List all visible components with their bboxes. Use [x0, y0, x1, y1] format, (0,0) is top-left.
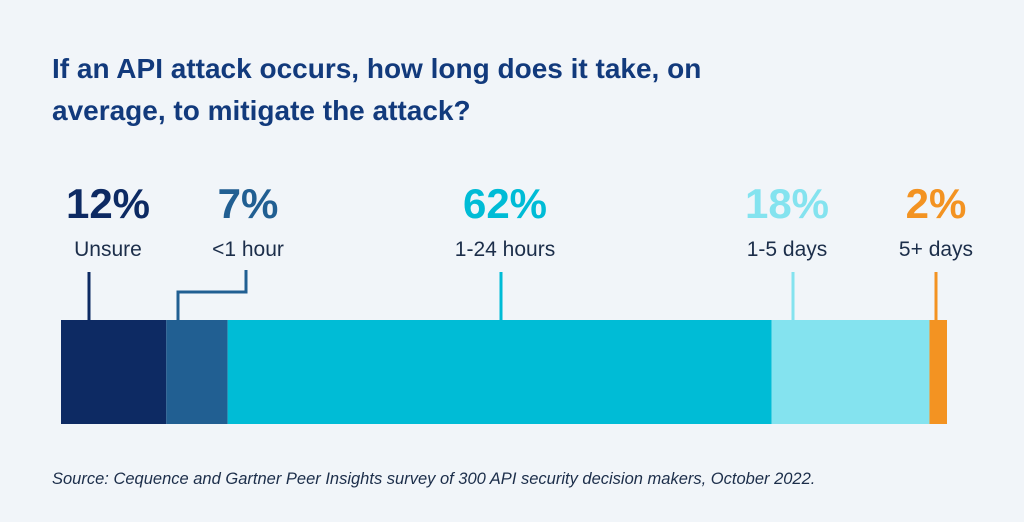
category-label-3: 1-24 hours: [455, 238, 555, 261]
bar-segment-2: [166, 320, 228, 424]
category-labels: Unsure <1 hour 1-24 hours 1-5 days 5+ days: [74, 238, 973, 261]
source-note: Source: Cequence and Gartner Peer Insigh…: [52, 470, 816, 488]
bar-segment-1: [61, 320, 167, 424]
leader-line-2: [176, 270, 248, 320]
bar-segment-3: [227, 320, 772, 424]
bar-segment-4: [771, 320, 930, 424]
value-label-2: 7%: [218, 180, 279, 227]
leader-lines: [87, 270, 938, 320]
category-label-5: 5+ days: [899, 238, 973, 261]
bar-segments: [61, 320, 947, 424]
category-label-4: 1-5 days: [747, 238, 828, 261]
value-label-1: 12%: [66, 180, 150, 227]
category-label-2: <1 hour: [212, 238, 284, 261]
value-label-5: 2%: [906, 180, 967, 227]
value-labels: 12% 7% 62% 18% 2%: [66, 180, 966, 227]
value-label-4: 18%: [745, 180, 829, 227]
bar-segment-5: [929, 320, 947, 424]
value-label-3: 62%: [463, 180, 547, 227]
category-label-1: Unsure: [74, 238, 142, 261]
chart-title: If an API attack occurs, how long does i…: [52, 53, 702, 126]
